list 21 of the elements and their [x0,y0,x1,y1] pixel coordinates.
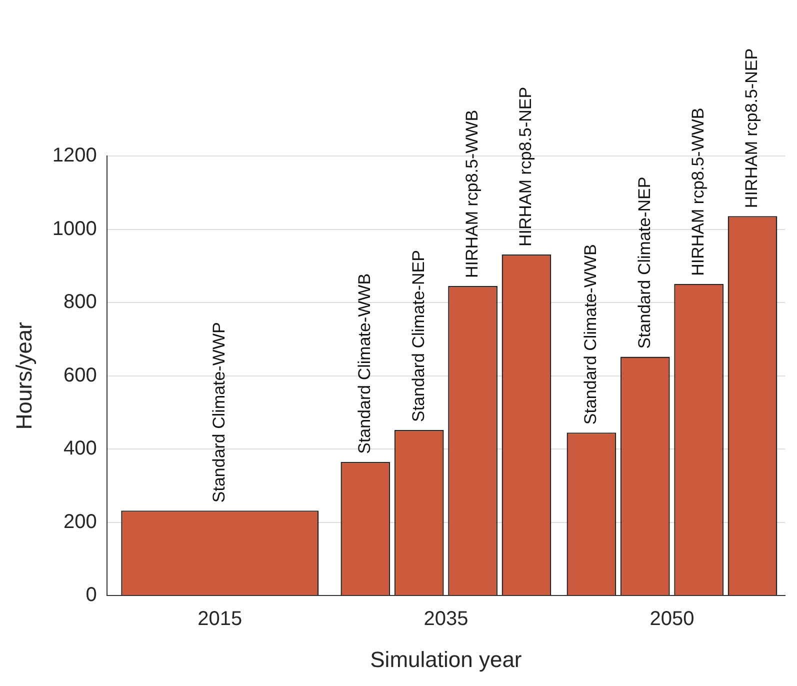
y-axis-title: Hours/year [11,322,36,430]
y-tick-label: 1000 [52,218,97,240]
y-tick-label: 0 [86,584,97,606]
text: HIRHAM rcp8.5-NEP [516,86,536,247]
y-tick-label: 1200 [52,144,97,167]
x-tick-label: 2015 [198,608,242,630]
y-tick-label: 400 [64,438,97,460]
text: Standard Climate-WWB [355,273,374,454]
x-tick-label: 2050 [650,608,694,630]
text: Standard Climate-WWB [581,244,600,425]
text: Standard Climate-NEP [634,176,654,349]
y-tick-label: 600 [64,364,97,386]
x-axis-title: Simulation year [370,646,522,672]
text: HIRHAM rcp8.5-WWB [462,110,482,278]
text: Standard Climate-WWP [210,322,229,503]
text: HIRHAM rcp8.5-NEP [742,48,762,208]
x-tick-label: 2035 [424,608,468,630]
y-tick-label: 200 [64,510,97,533]
y-tick-label: 800 [64,291,97,314]
text: HIRHAM rcp8.5-WWB [688,108,708,276]
text: Standard Climate-NEP [408,250,428,422]
